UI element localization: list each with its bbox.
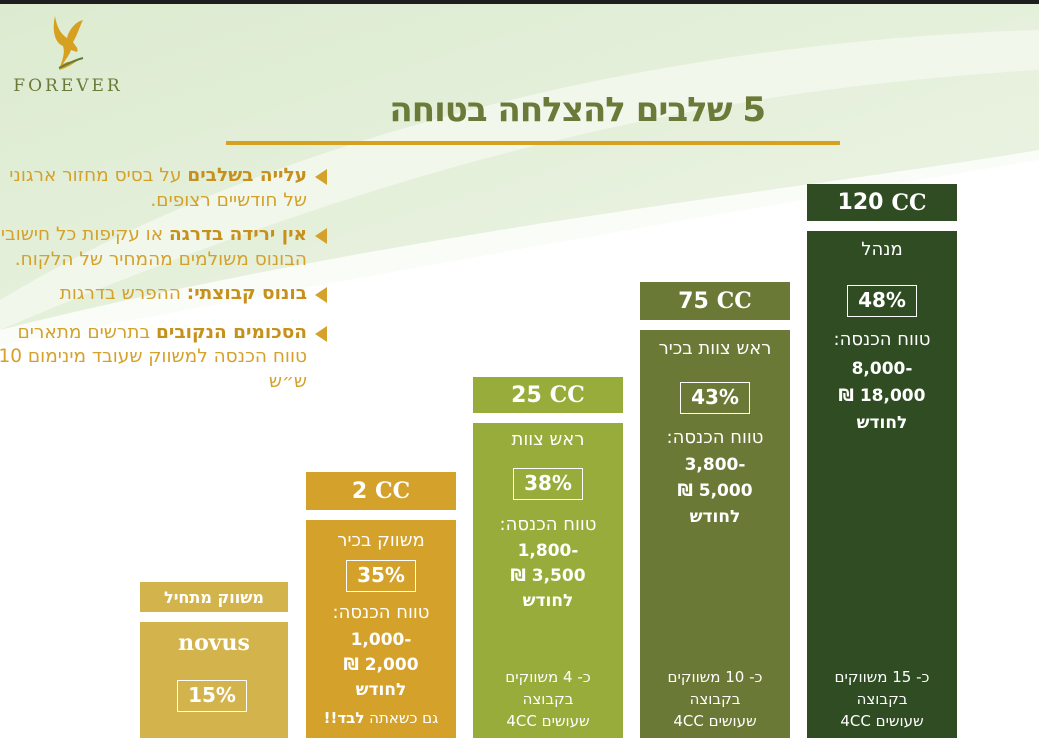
bullet-item: הסכומים הנקובים בתרשים מתארים טווח הכנסה…: [0, 321, 327, 395]
arrow-bullet-icon: [315, 287, 327, 303]
bullet-text: או עקיפות כל חישובי הבונוס משולמים מהמחי…: [0, 224, 307, 270]
group-line: שעושים 4CC: [506, 712, 590, 730]
cc-label: CC: [375, 478, 411, 504]
group-line: בקבוצה: [522, 690, 574, 708]
cc-label: CC: [891, 189, 927, 216]
step-header: CC 120: [807, 184, 957, 221]
step-body: ראש צוות 38% טווח הכנסה: 1,800- ₪ 3,500 …: [473, 423, 623, 738]
income-high: ₪ 18,000: [838, 386, 926, 406]
group-line: כ- 10 משווקים: [667, 668, 763, 686]
group-note: כ- 15 משווקים בקבוצה שעושים 4CC: [807, 666, 957, 732]
group-line: כ- 15 משווקים: [834, 668, 930, 686]
income-high: ₪ 2,000: [343, 655, 419, 675]
step-header: משווק מתחיל: [140, 582, 288, 612]
group-line: בקבוצה: [856, 690, 908, 708]
income-label: טווח הכנסה:: [499, 514, 597, 535]
bullet-item: בונוס קבוצתי: ההפרש בדרגות: [0, 282, 327, 307]
bullet-text: על בסיס מחזור ארגוני של חודשיים רצופים.: [9, 165, 307, 211]
cc-value: 120: [837, 190, 884, 215]
income-label: טווח הכנסה:: [833, 329, 931, 350]
logo-text: FOREVER: [13, 76, 123, 96]
percent-box: 35%: [346, 560, 416, 592]
bullet-bold: בונוס קבוצתי:: [186, 283, 307, 304]
income-low: 3,800-: [684, 455, 746, 475]
bullet-bold: עלייה בשלבים: [187, 165, 307, 186]
bullet-bold: אין ירידה בדרגה: [168, 224, 307, 245]
group-line: בקבוצה: [689, 690, 741, 708]
page-title: 5 שלבים להצלחה בטוחה: [389, 90, 766, 130]
step-header: CC 2: [306, 472, 456, 510]
per-month: לחודש: [689, 507, 741, 527]
per-month: לחודש: [355, 680, 407, 700]
percent-box: 48%: [847, 285, 917, 317]
step-name: novus: [178, 630, 250, 656]
per-month: לחודש: [856, 413, 908, 433]
step-header: CC 75: [640, 282, 790, 320]
bullet-text: בתרשים מתארים טווח הכנסה למשווק שעובד מי…: [0, 321, 307, 392]
bullet-item: אין ירידה בדרגה או עקיפות כל חישובי הבונ…: [0, 223, 327, 272]
step-note: גם כשאתה לבד!!: [306, 709, 456, 727]
percent-box: 43%: [680, 382, 750, 414]
step-name: משווק בכיר: [337, 530, 425, 551]
forever-logo: FOREVER: [8, 14, 128, 96]
top-bar: [0, 0, 1039, 4]
arrow-bullet-icon: [315, 325, 327, 342]
income-label: טווח הכנסה:: [666, 427, 764, 448]
bullet-list: עלייה בשלבים על בסיס מחזור ארגוני של חוד…: [0, 164, 327, 404]
cc-value: 25: [511, 382, 542, 408]
group-note: כ- 10 משווקים בקבוצה שעושים 4CC: [640, 666, 790, 732]
step-body: novus 15%: [140, 622, 288, 738]
income-high: ₪ 5,000: [677, 481, 753, 501]
step-name: ראש צוות: [511, 429, 585, 450]
income-high: ₪ 3,500: [510, 566, 586, 586]
eagle-logo-icon: [53, 16, 84, 70]
note-text: גם כשאתה: [364, 709, 439, 727]
income-label: טווח הכנסה:: [332, 602, 430, 623]
step-body: משווק בכיר 35% טווח הכנסה: 1,000- ₪ 2,00…: [306, 520, 456, 738]
percent-box: 38%: [513, 468, 583, 500]
per-month: לחודש: [522, 591, 574, 611]
step-name: ראש צוות בכיר: [658, 338, 772, 359]
group-note: כ- 4 משווקים בקבוצה שעושים 4CC: [473, 666, 623, 732]
cc-value: 2: [351, 478, 368, 504]
group-line: כ- 4 משווקים: [505, 668, 591, 686]
bullet-item: עלייה בשלבים על בסיס מחזור ארגוני של חוד…: [0, 164, 327, 213]
bullet-bold: הסכומים הנקובים: [156, 321, 307, 343]
income-low: 8,000-: [851, 359, 913, 379]
income-low: 1,000-: [350, 630, 412, 650]
group-line: שעושים 4CC: [840, 712, 924, 730]
cc-label: CC: [549, 382, 585, 408]
arrow-bullet-icon: [315, 228, 327, 244]
group-line: שעושים 4CC: [673, 712, 757, 730]
bullet-text: ההפרש בדרגות: [59, 283, 187, 304]
step-header: CC 25: [473, 377, 623, 413]
step-body: מנהל 48% טווח הכנסה: 8,000- ₪ 18,000 לחו…: [807, 231, 957, 738]
income-low: 1,800-: [517, 541, 579, 561]
title-underline: [226, 141, 840, 145]
cc-label: CC: [716, 288, 752, 314]
percent-box: 15%: [177, 680, 247, 712]
step-body: ראש צוות בכיר 43% טווח הכנסה: 3,800- ₪ 5…: [640, 330, 790, 738]
step-name: מנהל: [861, 239, 903, 260]
note-bold: לבד!!: [323, 709, 365, 727]
arrow-bullet-icon: [315, 169, 327, 185]
cc-value: 75: [678, 288, 709, 314]
